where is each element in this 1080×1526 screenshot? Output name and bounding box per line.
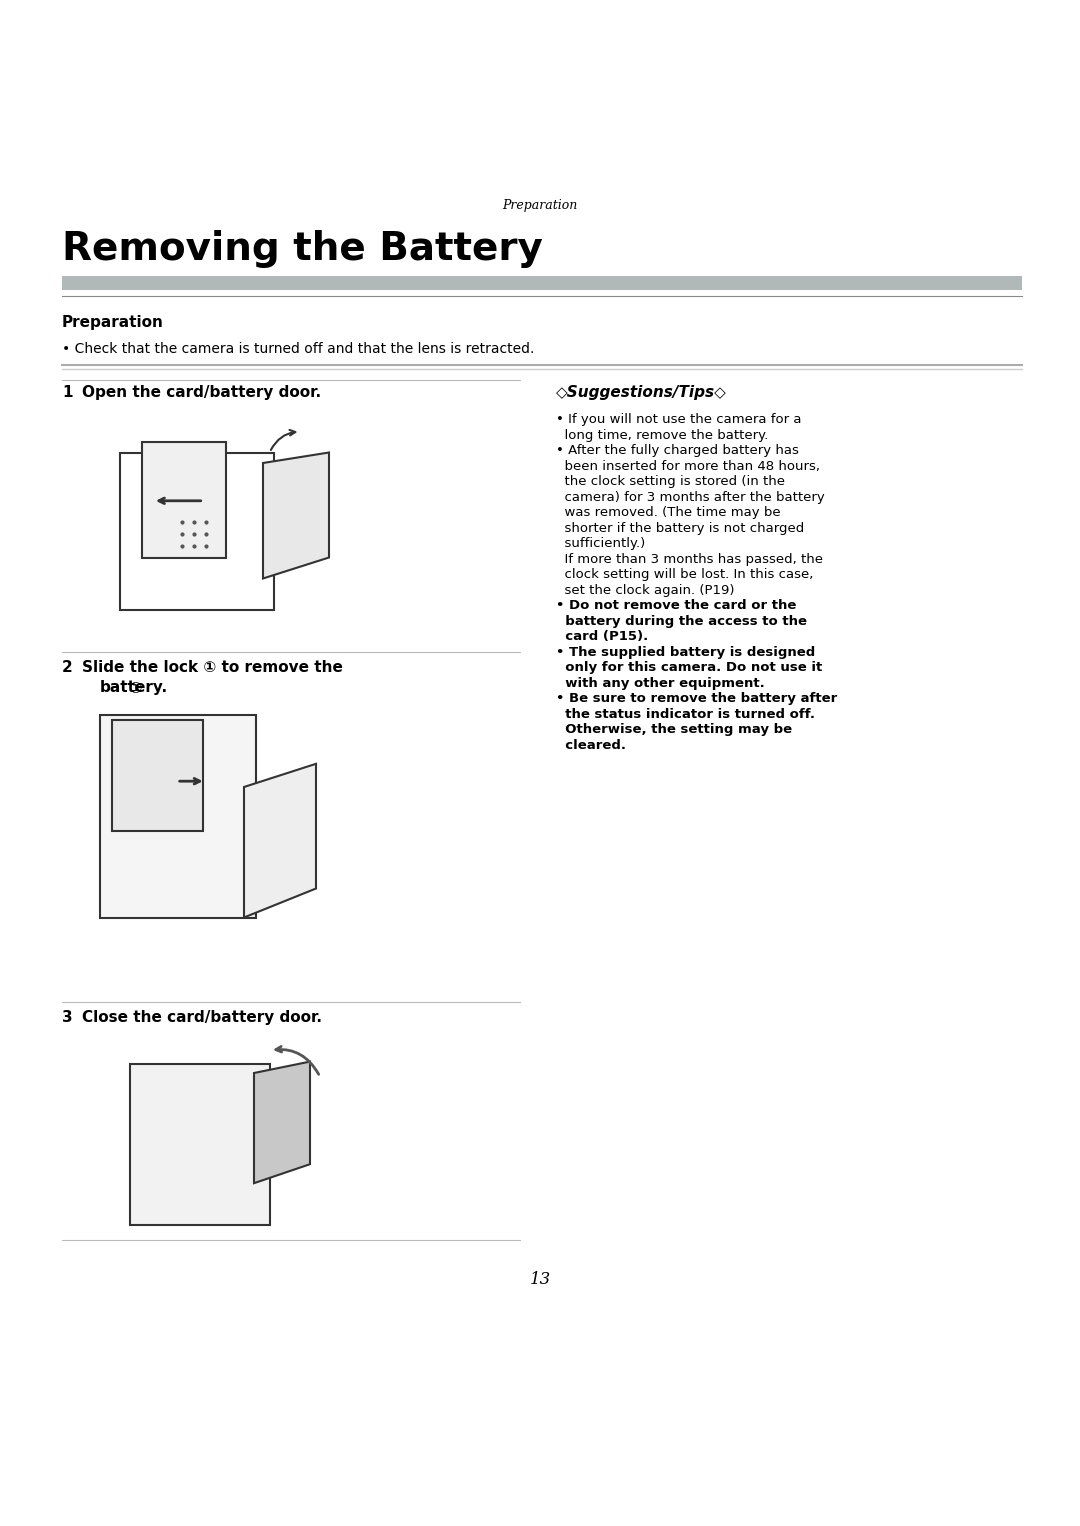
Text: Open the card/battery door.: Open the card/battery door. [82, 385, 321, 400]
Text: Close the card/battery door.: Close the card/battery door. [82, 1010, 322, 1025]
Text: long time, remove the battery.: long time, remove the battery. [556, 429, 768, 441]
Text: battery.: battery. [100, 681, 168, 694]
Text: • If you will not use the camera for a: • If you will not use the camera for a [556, 414, 801, 426]
Text: • After the fully charged battery has: • After the fully charged battery has [556, 444, 799, 456]
Text: only for this camera. Do not use it: only for this camera. Do not use it [556, 661, 822, 674]
Text: with any other equipment.: with any other equipment. [556, 676, 765, 690]
Text: • Check that the camera is turned off and that the lens is retracted.: • Check that the camera is turned off an… [62, 342, 535, 356]
Text: set the clock again. (P19): set the clock again. (P19) [556, 583, 734, 597]
Text: the status indicator is turned off.: the status indicator is turned off. [556, 708, 815, 720]
Text: sufficiently.): sufficiently.) [556, 537, 645, 549]
Bar [141, 443, 226, 557]
Bar [112, 720, 203, 830]
Text: card (P15).: card (P15). [556, 630, 648, 642]
Text: clock setting will be lost. In this case,: clock setting will be lost. In this case… [556, 568, 813, 581]
Text: Otherwise, the setting may be: Otherwise, the setting may be [556, 723, 792, 736]
Bar [62, 276, 1022, 290]
Text: ①: ① [130, 681, 143, 696]
Text: been inserted for more than 48 hours,: been inserted for more than 48 hours, [556, 459, 820, 473]
Polygon shape [244, 765, 316, 917]
Text: • The supplied battery is designed: • The supplied battery is designed [556, 645, 815, 659]
Text: was removed. (The time may be: was removed. (The time may be [556, 507, 781, 519]
Text: shorter if the battery is not charged: shorter if the battery is not charged [556, 522, 805, 534]
Text: 2: 2 [62, 661, 72, 674]
Bar [100, 714, 256, 917]
Text: • Be sure to remove the battery after: • Be sure to remove the battery after [556, 691, 837, 705]
Text: ◇Suggestions/Tips◇: ◇Suggestions/Tips◇ [556, 385, 727, 400]
Text: battery during the access to the: battery during the access to the [556, 615, 807, 627]
Bar [130, 1064, 270, 1225]
Text: Removing the Battery: Removing the Battery [62, 230, 543, 269]
Polygon shape [254, 1062, 310, 1183]
Text: Preparation: Preparation [62, 314, 164, 330]
Text: the clock setting is stored (in the: the clock setting is stored (in the [556, 475, 785, 488]
Text: 3: 3 [62, 1010, 72, 1025]
Text: camera) for 3 months after the battery: camera) for 3 months after the battery [556, 490, 825, 504]
Text: 13: 13 [529, 1271, 551, 1288]
Text: If more than 3 months has passed, the: If more than 3 months has passed, the [556, 552, 823, 566]
Polygon shape [264, 453, 329, 578]
Bar [120, 453, 274, 610]
Text: 1: 1 [62, 385, 72, 400]
Text: cleared.: cleared. [556, 739, 626, 751]
Text: Preparation: Preparation [502, 198, 578, 212]
Text: Slide the lock ① to remove the: Slide the lock ① to remove the [82, 661, 342, 674]
Text: • Do not remove the card or the: • Do not remove the card or the [556, 600, 796, 612]
